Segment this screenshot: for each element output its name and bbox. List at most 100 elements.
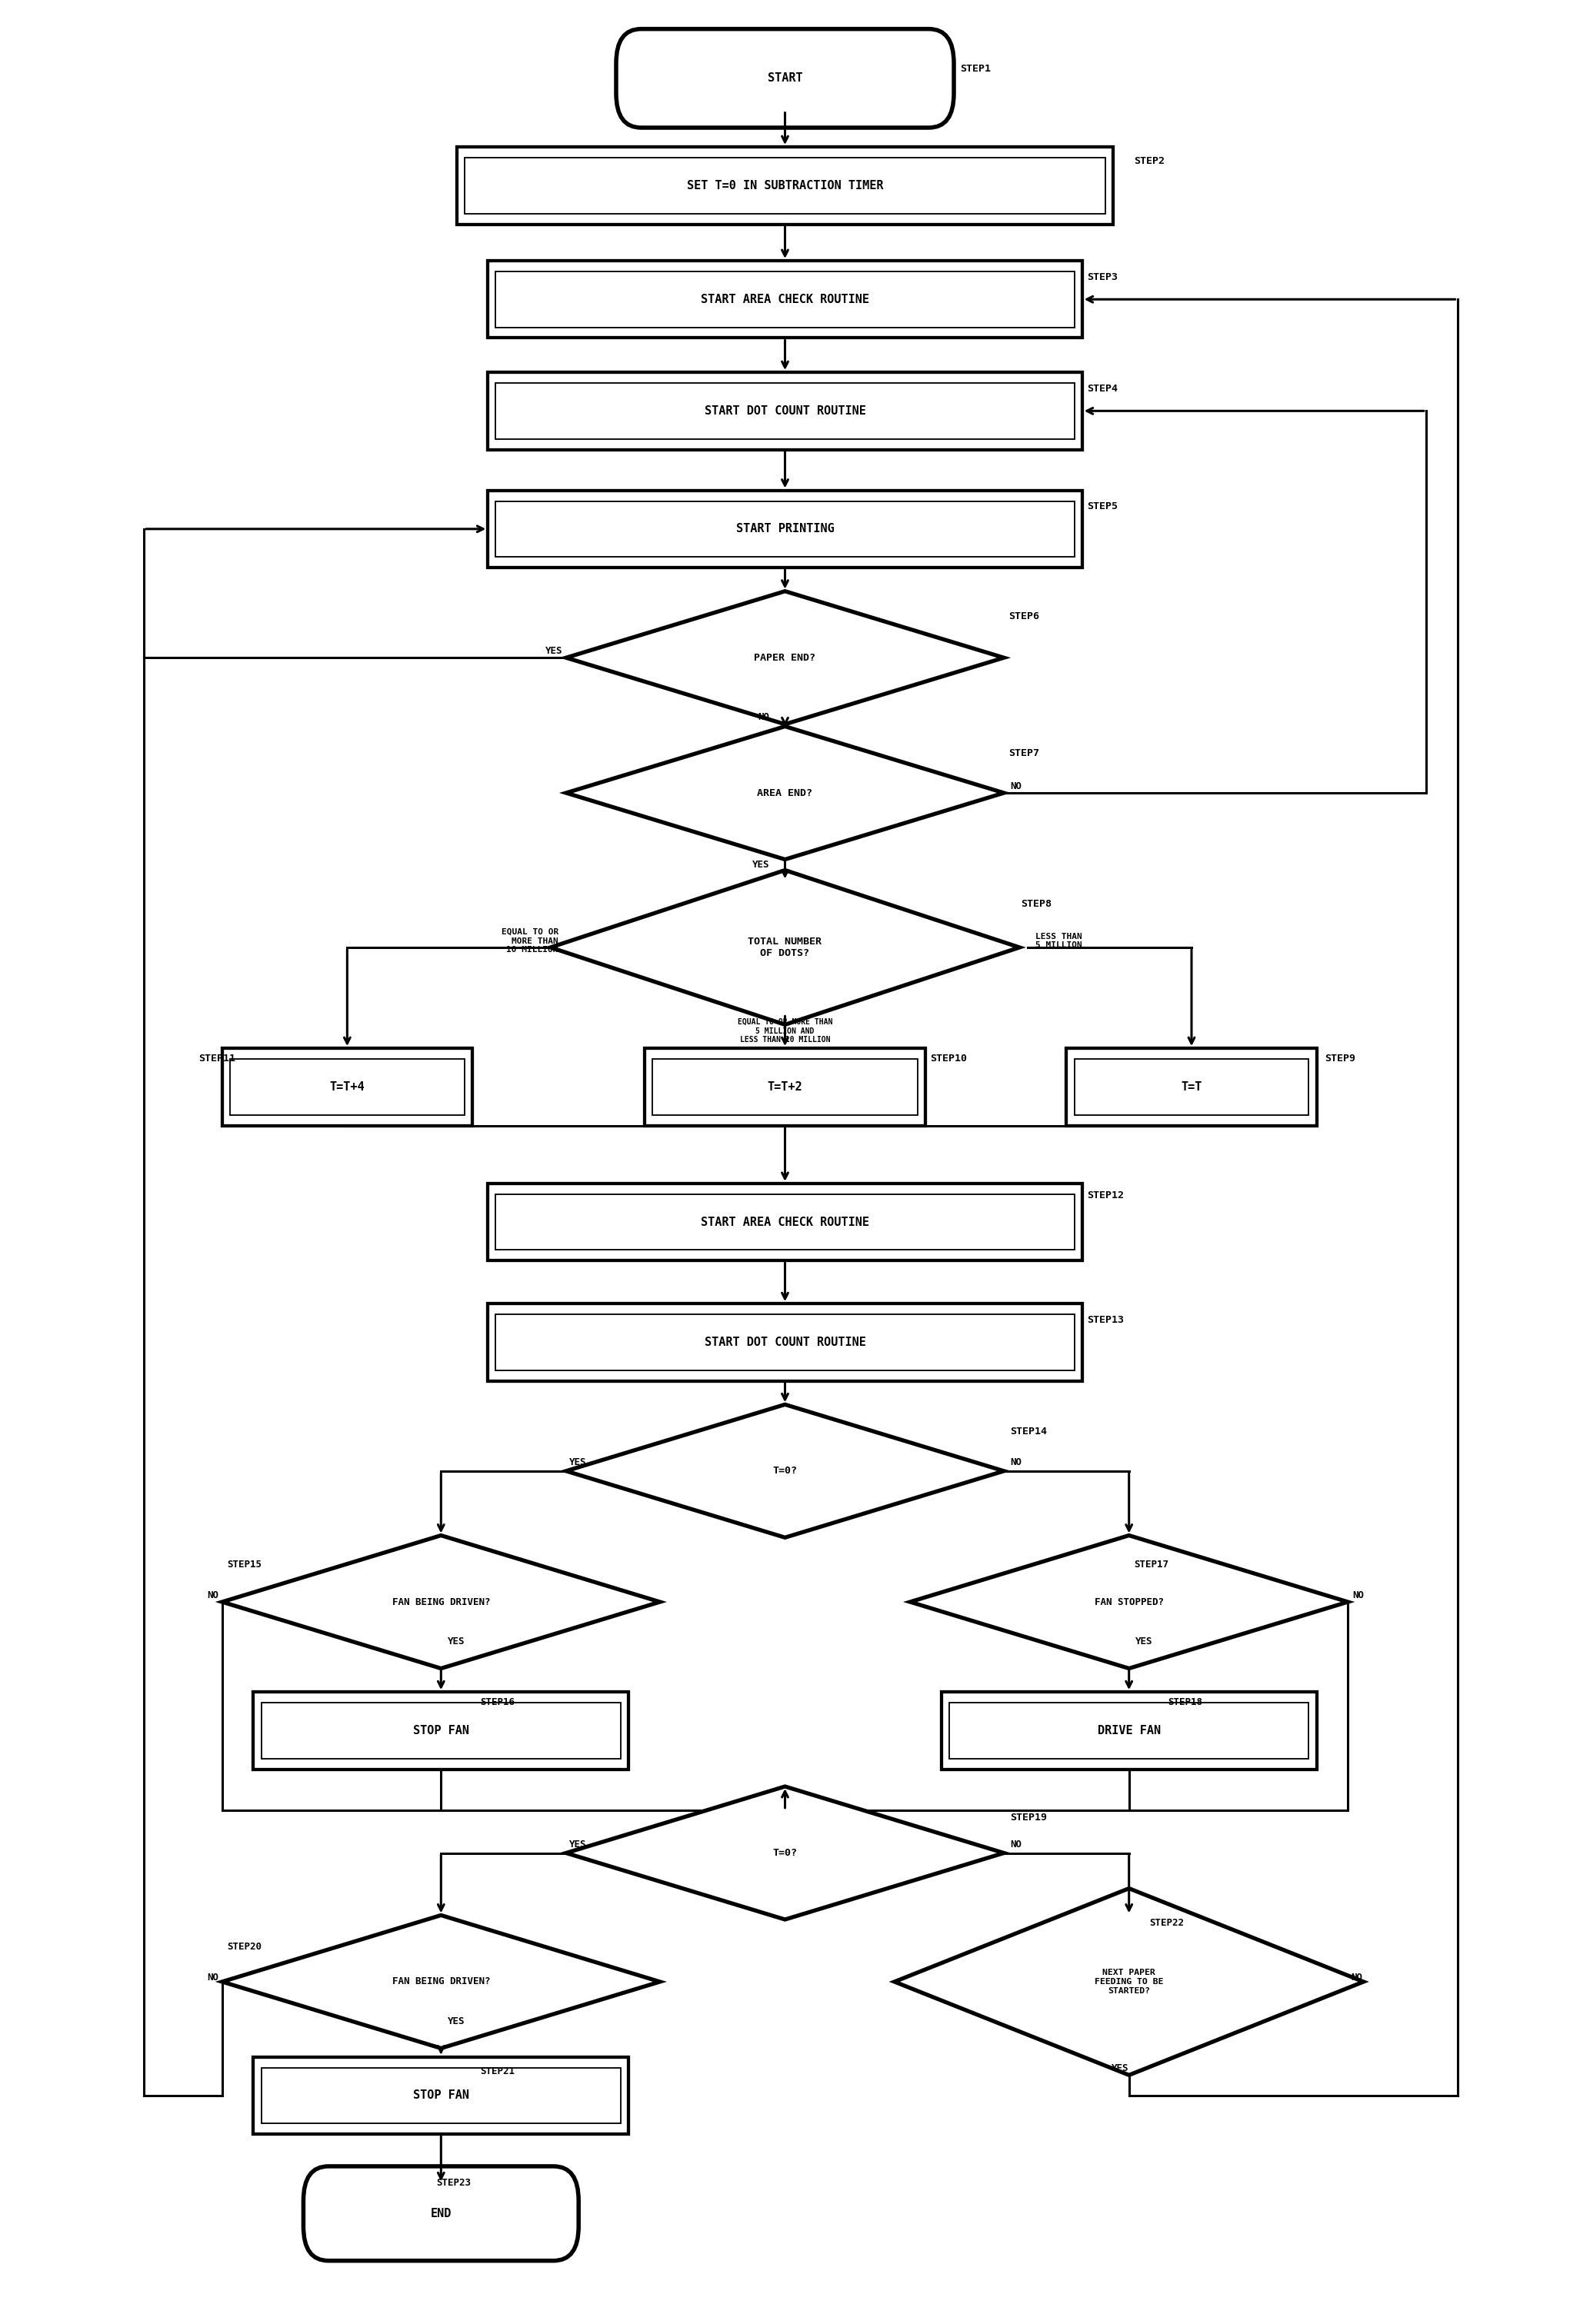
Text: NO: NO [1010, 781, 1022, 792]
Text: LESS THAN
5 MILLION: LESS THAN 5 MILLION [1035, 932, 1082, 948]
Text: NO: NO [1352, 1973, 1363, 1982]
Text: STEP4: STEP4 [1086, 383, 1118, 393]
Bar [457, 146, 1113, 223]
Bar [950, 1703, 1309, 1759]
Text: STEP11: STEP11 [199, 1053, 236, 1064]
Bar [942, 1692, 1317, 1769]
Bar [496, 1315, 1074, 1371]
Text: TOTAL NUMBER
OF DOTS?: TOTAL NUMBER OF DOTS? [747, 937, 823, 957]
Bar [261, 2068, 620, 2124]
Text: START PRINTING: START PRINTING [736, 523, 834, 535]
Text: STEP3: STEP3 [1086, 272, 1118, 281]
Text: NO: NO [207, 1590, 218, 1601]
Text: NO: NO [1353, 1590, 1364, 1601]
Text: EQUAL TO OR MORE THAN
5 MILLION AND
LESS THAN 10 MILLION: EQUAL TO OR MORE THAN 5 MILLION AND LESS… [738, 1018, 832, 1043]
Text: START DOT COUNT ROUTINE: START DOT COUNT ROUTINE [705, 1336, 865, 1348]
Bar [652, 1060, 918, 1116]
Bar [261, 1703, 620, 1759]
Text: STEP7: STEP7 [1008, 748, 1039, 758]
Text: END: END [430, 2208, 452, 2219]
Text: YES: YES [546, 646, 564, 655]
Text: YES: YES [752, 860, 769, 869]
Text: STEP18: STEP18 [1168, 1697, 1203, 1708]
Text: STEP5: STEP5 [1086, 502, 1118, 511]
Bar [496, 383, 1074, 439]
Text: DRIVE FAN: DRIVE FAN [1097, 1724, 1160, 1736]
FancyBboxPatch shape [303, 2166, 579, 2261]
Bar [1066, 1048, 1317, 1125]
FancyBboxPatch shape [615, 28, 955, 128]
Text: YES: YES [447, 2017, 465, 2027]
Text: STEP8: STEP8 [1021, 899, 1052, 909]
Polygon shape [911, 1536, 1349, 1669]
Text: STEP12: STEP12 [1086, 1190, 1124, 1202]
Text: YES: YES [1135, 1636, 1152, 1645]
Bar [253, 2057, 628, 2133]
Text: T=0?: T=0? [772, 1848, 798, 1857]
Text: NEXT PAPER
FEEDING TO BE
STARTED?: NEXT PAPER FEEDING TO BE STARTED? [1094, 1968, 1163, 1994]
Text: EQUAL TO OR
MORE THAN
10 MILLION: EQUAL TO OR MORE THAN 10 MILLION [501, 927, 559, 953]
Text: STEP22: STEP22 [1149, 1917, 1184, 1929]
Text: STOP FAN: STOP FAN [413, 1724, 469, 1736]
Text: STEP9: STEP9 [1325, 1053, 1355, 1064]
Bar [488, 372, 1082, 449]
Text: START: START [768, 72, 802, 84]
Text: STEP14: STEP14 [1010, 1427, 1047, 1436]
Text: STOP FAN: STOP FAN [413, 2089, 469, 2101]
Text: STEP23: STEP23 [436, 2178, 471, 2187]
Polygon shape [567, 1787, 1003, 1920]
Bar [229, 1060, 465, 1116]
Bar [488, 490, 1082, 567]
Polygon shape [221, 1536, 659, 1669]
Bar [496, 272, 1074, 328]
Text: STEP13: STEP13 [1086, 1315, 1124, 1325]
Text: FAN STOPPED?: FAN STOPPED? [1094, 1597, 1163, 1606]
Text: T=T+2: T=T+2 [768, 1081, 802, 1092]
Bar [496, 1195, 1074, 1250]
Bar [644, 1048, 926, 1125]
Text: SET T=0 IN SUBTRACTION TIMER: SET T=0 IN SUBTRACTION TIMER [686, 179, 884, 191]
Text: NO: NO [758, 711, 769, 723]
Text: STEP10: STEP10 [931, 1053, 967, 1064]
Text: STEP20: STEP20 [226, 1941, 262, 1952]
Text: AREA END?: AREA END? [757, 788, 813, 797]
Text: STEP15: STEP15 [226, 1559, 262, 1569]
Text: FAN BEING DRIVEN?: FAN BEING DRIVEN? [392, 1978, 490, 1987]
Text: STEP16: STEP16 [480, 1697, 515, 1708]
Bar [488, 260, 1082, 337]
Text: STEP2: STEP2 [1134, 156, 1165, 167]
Text: STEP21: STEP21 [480, 2066, 515, 2075]
Bar [253, 1692, 628, 1769]
Text: NO: NO [1010, 1838, 1022, 1850]
Text: START DOT COUNT ROUTINE: START DOT COUNT ROUTINE [705, 404, 865, 416]
Text: START AREA CHECK ROUTINE: START AREA CHECK ROUTINE [700, 293, 870, 304]
Text: PAPER END?: PAPER END? [754, 653, 816, 662]
Bar [1074, 1060, 1309, 1116]
Text: START AREA CHECK ROUTINE: START AREA CHECK ROUTINE [700, 1215, 870, 1227]
Text: STEP17: STEP17 [1134, 1559, 1168, 1569]
Text: T=0?: T=0? [772, 1466, 798, 1476]
Polygon shape [221, 1915, 659, 2047]
Text: T=T: T=T [1181, 1081, 1203, 1092]
Bar [221, 1048, 473, 1125]
Bar [488, 1304, 1082, 1380]
Text: YES: YES [1112, 2064, 1129, 2073]
Bar [465, 158, 1105, 214]
Text: STEP1: STEP1 [961, 65, 991, 74]
Polygon shape [567, 727, 1003, 860]
Bar [496, 502, 1074, 558]
Text: YES: YES [568, 1838, 587, 1850]
Text: YES: YES [568, 1457, 587, 1466]
Text: T=T+4: T=T+4 [330, 1081, 364, 1092]
Text: STEP6: STEP6 [1008, 611, 1039, 621]
Text: STEP19: STEP19 [1010, 1813, 1047, 1822]
Bar [488, 1183, 1082, 1260]
Polygon shape [895, 1889, 1363, 2075]
Text: NO: NO [1010, 1457, 1022, 1466]
Polygon shape [567, 590, 1003, 725]
Polygon shape [567, 1404, 1003, 1538]
Polygon shape [551, 869, 1019, 1025]
Text: YES: YES [447, 1636, 465, 1645]
Text: NO: NO [207, 1973, 218, 1982]
Text: FAN BEING DRIVEN?: FAN BEING DRIVEN? [392, 1597, 490, 1606]
